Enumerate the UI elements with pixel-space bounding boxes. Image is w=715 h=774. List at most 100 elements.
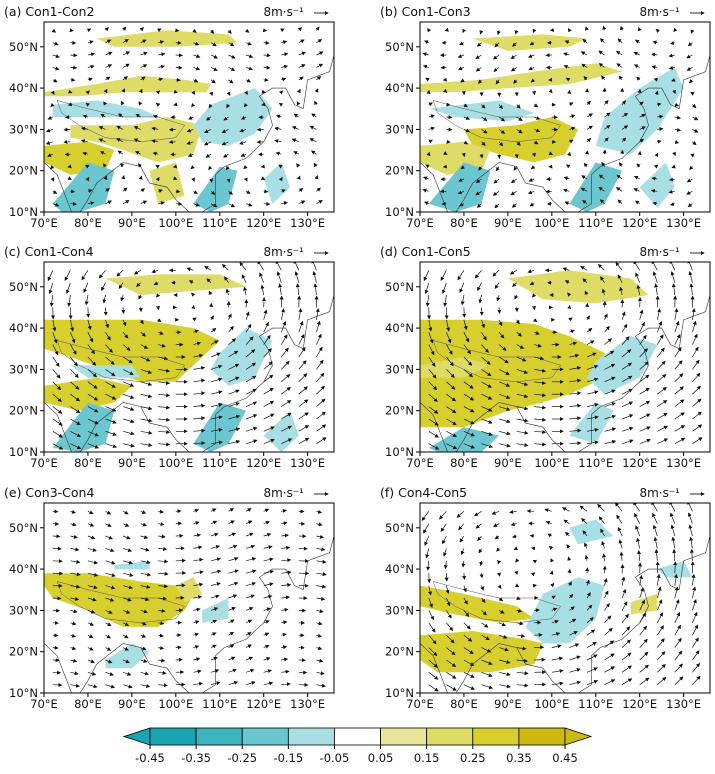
wind-vector [428, 114, 435, 119]
wind-vector [586, 364, 599, 370]
y-tick-label: 50°N [385, 521, 414, 535]
wind-vector [87, 597, 97, 602]
wind-vector [516, 369, 529, 374]
reference-vector-label: 8m·s⁻¹ [639, 245, 680, 259]
y-tick-label: 10°N [385, 686, 414, 700]
wind-vector [569, 126, 576, 131]
wind-vector [70, 534, 78, 539]
y-tick-label: 30°N [9, 603, 38, 617]
wind-vector [423, 270, 430, 282]
y-tick-label: 20°N [385, 645, 414, 659]
wind-vector [481, 381, 492, 388]
wind-vector [514, 154, 519, 159]
wind-vector [316, 51, 324, 56]
wind-vector [463, 332, 470, 343]
wind-vector [674, 127, 681, 132]
wind-vector [70, 406, 81, 414]
wind-vector [636, 163, 641, 168]
wind-vector [105, 647, 112, 651]
wind-vector [512, 282, 517, 288]
colorbar-bin [518, 727, 566, 746]
wind-vector [498, 319, 503, 327]
wind-vector [457, 270, 465, 281]
plateau-outline [56, 581, 186, 624]
wind-vector [686, 54, 693, 59]
wind-vector [604, 350, 615, 358]
wind-vector [70, 658, 78, 663]
wind-vector [428, 406, 439, 414]
wind-vector [140, 344, 149, 349]
wind-vector [280, 308, 285, 320]
wind-vector [569, 391, 582, 396]
wind-vector [316, 398, 326, 407]
wind-vector [481, 332, 487, 341]
wind-vector [278, 90, 284, 95]
wind-vector [316, 424, 327, 432]
wind-vector [65, 282, 71, 295]
wind-vector [580, 51, 588, 56]
wind-vector [656, 321, 663, 333]
wind-vector [499, 443, 511, 448]
panel-title: (a) Con1-Con2 [4, 4, 94, 19]
wind-vector [569, 403, 582, 408]
wind-vector [278, 176, 283, 182]
wind-vector [298, 64, 306, 68]
wind-vector [263, 348, 272, 358]
wind-vector [427, 27, 432, 33]
wind-vector [103, 175, 108, 180]
wind-vector [140, 188, 146, 193]
wind-vector [586, 340, 595, 345]
anomaly-region [420, 63, 623, 93]
wind-vector [87, 64, 95, 69]
wind-vector [140, 76, 146, 81]
wind-vector [122, 63, 130, 68]
wind-vector [52, 443, 64, 450]
wind-vector [281, 400, 292, 407]
wind-vector [674, 386, 684, 395]
wind-vector [158, 331, 164, 335]
wind-vector [314, 88, 319, 93]
x-tick-label: 100°E [534, 456, 569, 470]
wind-vector [243, 286, 248, 296]
wind-vector [428, 319, 433, 332]
wind-vector [424, 40, 429, 45]
wind-vector [651, 65, 658, 70]
wind-vector [516, 393, 529, 399]
wind-vector [652, 201, 658, 206]
wind-vector [621, 112, 629, 118]
wind-vector [672, 151, 676, 157]
wind-vector [210, 42, 217, 47]
wind-vector [87, 332, 94, 343]
wind-vector [603, 313, 608, 320]
wind-vector [52, 356, 60, 367]
wind-vector [158, 201, 165, 206]
wind-vector [50, 90, 55, 95]
wind-vector [82, 114, 88, 119]
wind-vector [168, 127, 176, 132]
wind-vector [669, 262, 676, 271]
wind-vector [123, 430, 135, 436]
wind-vector [208, 165, 213, 171]
wind-vector [516, 381, 529, 386]
wind-vector [599, 38, 605, 43]
wind-vector [463, 319, 468, 331]
wind-vector [51, 28, 57, 33]
wind-vector [123, 418, 135, 424]
wind-vector [499, 430, 511, 436]
wind-vector [509, 270, 517, 275]
wind-vector [87, 393, 99, 401]
wind-vector [581, 175, 588, 180]
wind-vector [586, 327, 593, 333]
wind-vector [122, 76, 128, 81]
anomaly-region [52, 162, 115, 212]
wind-vector [210, 390, 223, 395]
wind-vector [569, 329, 575, 334]
wind-vector [316, 359, 324, 370]
wind-vector [240, 153, 247, 157]
colorbar-tick-label: 0.05 [368, 751, 394, 765]
wind-vector [692, 398, 702, 407]
wind-vector [657, 102, 662, 107]
anomaly-region [105, 643, 150, 669]
wind-vector [638, 562, 643, 574]
